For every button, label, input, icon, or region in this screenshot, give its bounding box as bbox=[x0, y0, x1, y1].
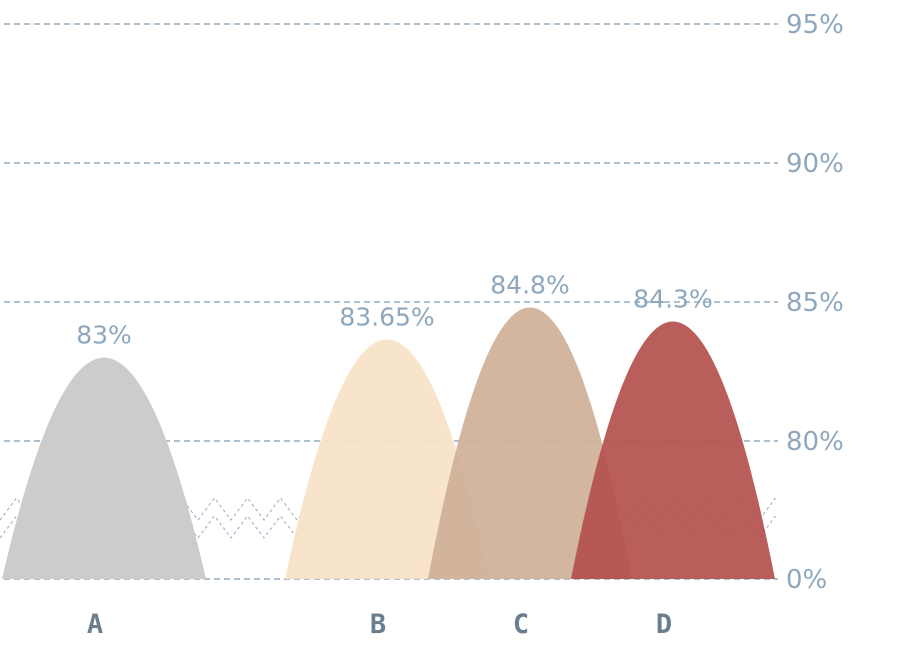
category-label-c: C bbox=[513, 609, 529, 640]
y-tick-label: 90% bbox=[786, 149, 844, 179]
data-shape-c bbox=[428, 307, 632, 579]
y-tick-label: 95% bbox=[786, 10, 844, 40]
value-label-d: 84.3% bbox=[633, 284, 712, 313]
data-labels: 83% 83.65% 84.8% 84.3% bbox=[76, 271, 713, 350]
data-shape-b bbox=[285, 339, 489, 579]
category-label-d: D bbox=[656, 609, 672, 640]
category-label-a: A bbox=[87, 609, 103, 640]
data-shape-a bbox=[2, 357, 206, 579]
data-shape-d bbox=[571, 321, 775, 579]
value-label-b: 83.65% bbox=[339, 303, 434, 332]
y-axis-ticks: 0% 80% 85% 90% 95% bbox=[786, 10, 844, 595]
value-label-a: 83% bbox=[76, 321, 132, 350]
y-tick-label: 0% bbox=[786, 565, 827, 595]
y-tick-label: 80% bbox=[786, 427, 844, 457]
value-label-c: 84.8% bbox=[490, 271, 569, 300]
y-tick-label: 85% bbox=[786, 288, 844, 318]
category-label-b: B bbox=[370, 609, 386, 640]
x-axis-categories: A B C D bbox=[87, 609, 672, 640]
data-shapes bbox=[2, 307, 775, 579]
